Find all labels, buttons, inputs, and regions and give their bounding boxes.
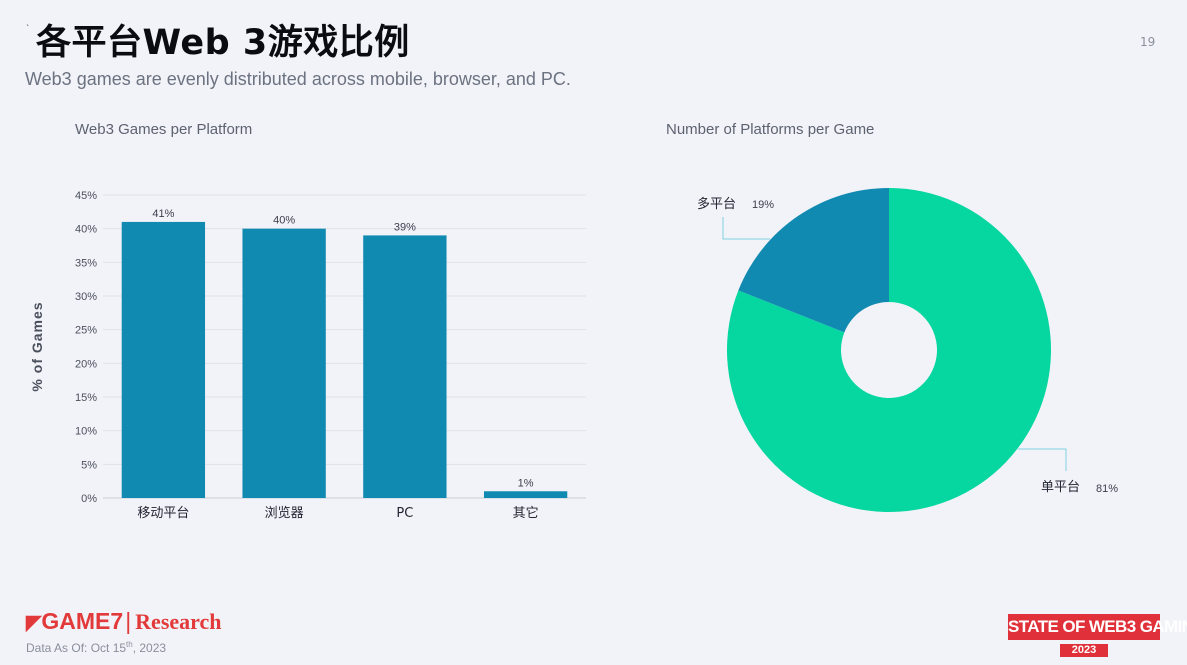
bar-chart-title: Web3 Games per Platform (75, 121, 253, 138)
pie-value-label: 19% (752, 199, 774, 211)
bar-value-label: 39% (394, 221, 416, 233)
as-of-prefix: Data As Of: Oct 15 (26, 641, 127, 655)
pie-slice (727, 188, 1052, 512)
leader-line (722, 217, 770, 240)
badge-year: 2023 (1060, 644, 1108, 657)
y-tick-label: 35% (75, 257, 97, 269)
y-tick-label: 30% (75, 291, 97, 303)
y-tick-label: 10% (75, 426, 97, 438)
y-tick-label: 40% (75, 224, 97, 236)
data-as-of: Data As Of: Oct 15th, 2023 (26, 640, 166, 655)
pie-label: 多平台 (697, 196, 736, 212)
y-tick-label: 5% (81, 459, 97, 471)
logo-mark-icon: ◤ (26, 612, 42, 634)
bar-value-label: 41% (152, 208, 174, 220)
y-axis-label: % of Games (29, 301, 45, 391)
pie-value-label: 81% (1096, 483, 1118, 495)
pie-chart-title: Number of Platforms per Game (666, 121, 875, 138)
bar (483, 491, 568, 498)
leader-line (1018, 448, 1067, 471)
state-of-web3-gaming-badge: STATE OF WEB3 GAMING 2023 (1008, 614, 1187, 657)
page-number: 19 (1140, 35, 1156, 49)
page-subtitle: Web3 games are evenly distributed across… (25, 69, 571, 89)
bar (363, 235, 447, 498)
bar (242, 228, 326, 498)
game7-logo: ◤GAME7| Research (26, 608, 222, 635)
x-tick-label: 浏览器 (265, 505, 304, 521)
y-tick-label: 15% (75, 392, 97, 404)
y-tick-label: 20% (75, 358, 97, 370)
logo-research: Research (135, 609, 222, 634)
corner-mark: ` (26, 24, 30, 33)
as-of-suffix: , 2023 (132, 641, 167, 655)
bar (121, 221, 206, 498)
y-tick-label: 0% (81, 493, 97, 505)
page-title: 各平台Web 3游戏比例 (36, 23, 410, 63)
x-tick-label: 其它 (513, 505, 539, 521)
pie-label: 单平台 (1041, 480, 1080, 495)
y-tick-label: 25% (75, 325, 97, 337)
bar-value-label: 1% (518, 477, 534, 489)
x-tick-label: PC (396, 506, 413, 521)
badge-title: STATE OF WEB3 GAMING (1008, 614, 1187, 640)
x-tick-label: 移动平台 (137, 506, 189, 521)
logo-main: GAME7 (41, 608, 124, 634)
as-of-sup: th (126, 640, 133, 649)
y-tick-label: 45% (75, 190, 97, 202)
logo-separator: | (125, 608, 132, 634)
bar-value-label: 40% (273, 215, 295, 227)
pie-slice (738, 188, 889, 333)
